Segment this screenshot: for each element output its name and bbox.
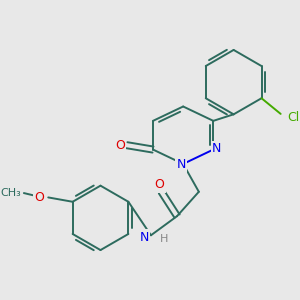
Text: H: H	[160, 234, 168, 244]
Text: N: N	[212, 142, 221, 155]
Text: O: O	[155, 178, 165, 191]
Text: N: N	[140, 230, 149, 244]
Text: CH₃: CH₃	[1, 188, 21, 198]
Text: Cl: Cl	[288, 111, 300, 124]
Text: O: O	[115, 139, 125, 152]
Text: O: O	[34, 191, 44, 204]
Text: N: N	[177, 158, 186, 171]
